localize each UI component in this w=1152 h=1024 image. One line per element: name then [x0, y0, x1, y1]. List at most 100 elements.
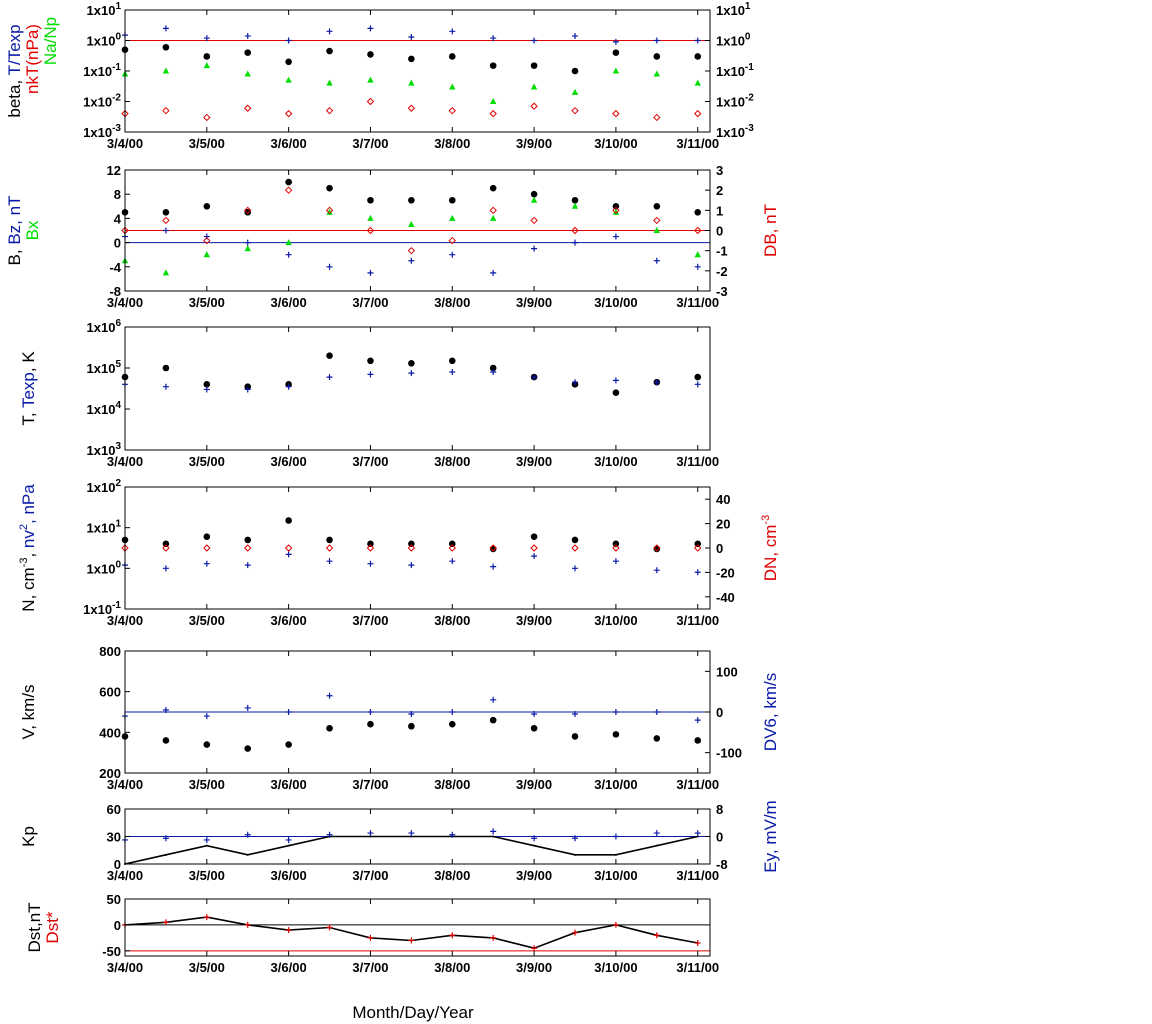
- series-4: [121, 186, 702, 255]
- data-point: [326, 924, 333, 931]
- y-axis-label-part: Texp: [19, 372, 38, 408]
- y-tick-label: 1x101: [87, 1, 122, 18]
- y-tick-label: 1x102: [87, 478, 122, 495]
- data-point: [367, 560, 374, 567]
- y-axis-label-part: Dst,nT: [25, 902, 44, 952]
- data-point: [285, 37, 292, 44]
- right-tick-label: 0: [716, 705, 723, 720]
- data-point: [162, 269, 170, 276]
- y-tick-label: 12: [107, 163, 121, 178]
- data-point: [448, 53, 456, 60]
- y-axis-label-2-part: Dst*: [43, 911, 62, 944]
- right-tick-label: 1x10-3: [716, 123, 754, 140]
- y-tick-label-base: 1x10: [83, 125, 112, 140]
- data-point: [448, 196, 456, 204]
- x-tick-label: 3/7/00: [352, 295, 388, 310]
- x-tick-label: 3/6/00: [271, 868, 307, 883]
- right-axis-label-part: DV6, km/s: [761, 673, 780, 751]
- data-point: [285, 741, 292, 748]
- x-tick-label: 3/11/00: [676, 454, 719, 469]
- y-axis-label-part: B,: [5, 245, 24, 266]
- data-point: [244, 245, 251, 252]
- x-tick-label: 3/11/00: [676, 136, 719, 151]
- y-tick-label-base: 1x10: [87, 443, 116, 458]
- data-point: [694, 381, 701, 388]
- y-tick-label-base: 1x10: [87, 320, 116, 335]
- data-point: [571, 202, 579, 209]
- x-tick-label: 3/9/00: [516, 868, 552, 883]
- data-point: [326, 47, 333, 55]
- y-axis-label-part: Bz, nT: [5, 196, 24, 245]
- data-point: [572, 379, 578, 386]
- y-tick-label: 200: [99, 766, 121, 781]
- data-point: [325, 206, 334, 215]
- data-point: [285, 383, 292, 390]
- x-tick-label: 3/11/00: [676, 960, 719, 975]
- data-point: [614, 853, 617, 856]
- data-point: [694, 209, 702, 216]
- data-point: [694, 109, 702, 118]
- x-tick-label: 3/9/00: [516, 960, 552, 975]
- data-point: [244, 206, 252, 215]
- data-point: [531, 37, 538, 44]
- y-tick-label: 1x104: [87, 400, 122, 417]
- data-point: [203, 544, 211, 552]
- y-tick-label: -8: [109, 284, 121, 299]
- data-point: [162, 216, 170, 225]
- data-point: [162, 106, 170, 115]
- y-tick-label: 400: [99, 725, 121, 740]
- right-tick-label-exponent: -1: [745, 62, 754, 73]
- data-point: [572, 711, 578, 718]
- data-point: [449, 831, 456, 838]
- data-point: [367, 269, 374, 276]
- data-point: [367, 720, 374, 728]
- series-4: [121, 97, 702, 122]
- series-1: [121, 352, 702, 396]
- x-tick-label: 3/5/00: [189, 613, 225, 628]
- x-tick-label: 3/6/00: [271, 136, 307, 151]
- x-tick-label: 3/10/00: [594, 136, 637, 151]
- y-tick-label: 1x10-2: [83, 93, 121, 110]
- data-point: [530, 62, 538, 69]
- data-point: [162, 25, 169, 32]
- data-point: [530, 216, 538, 225]
- x-tick-label: 3/7/00: [352, 960, 388, 975]
- data-point: [531, 245, 538, 252]
- panel-5: 3/4/00 3/5/00 3/6/00 3/7/00 3/8/00 3/9/00 3/10…: [19, 644, 780, 792]
- data-point: [366, 97, 375, 106]
- x-tick-label: 3/8/00: [434, 868, 470, 883]
- y-tick-label-exponent: 3: [115, 441, 121, 452]
- data-point: [694, 37, 701, 44]
- data-point: [489, 206, 497, 215]
- x-tick-label: 3/4/00: [107, 454, 143, 469]
- x-tick-label: 3/10/00: [594, 960, 637, 975]
- x-tick-label: 3/10/00: [594, 295, 637, 310]
- series-1: [122, 25, 701, 45]
- x-tick-label: 3/11/00: [676, 868, 719, 883]
- x-axis-title: Month/Day/Year: [352, 1003, 474, 1022]
- y-tick-label: 30: [107, 830, 121, 845]
- data-point: [367, 76, 374, 83]
- y-tick-label-exponent: -3: [112, 123, 121, 134]
- data-point: [366, 544, 375, 552]
- data-point: [653, 37, 660, 44]
- x-tick-label: 3/6/00: [271, 454, 307, 469]
- y-tick-label-base: 1x10: [87, 361, 116, 376]
- data-point: [530, 196, 538, 203]
- data-point: [694, 940, 701, 947]
- data-point: [655, 844, 658, 847]
- x-tick-label: 3/8/00: [434, 777, 470, 792]
- y-tick-label: 60: [107, 802, 121, 817]
- data-point: [203, 203, 211, 210]
- series-2: [121, 43, 702, 75]
- data-point: [162, 706, 169, 713]
- data-point: [612, 203, 620, 210]
- data-point: [285, 709, 292, 715]
- data-point: [244, 239, 251, 246]
- right-tick-label-exponent: 1: [745, 1, 751, 12]
- series-line: [124, 916, 698, 950]
- right-tick-label-exponent: -2: [745, 93, 754, 104]
- right-tick-label: 1x100: [716, 32, 751, 49]
- data-point: [408, 540, 415, 548]
- x-tick-label: 3/6/00: [271, 295, 307, 310]
